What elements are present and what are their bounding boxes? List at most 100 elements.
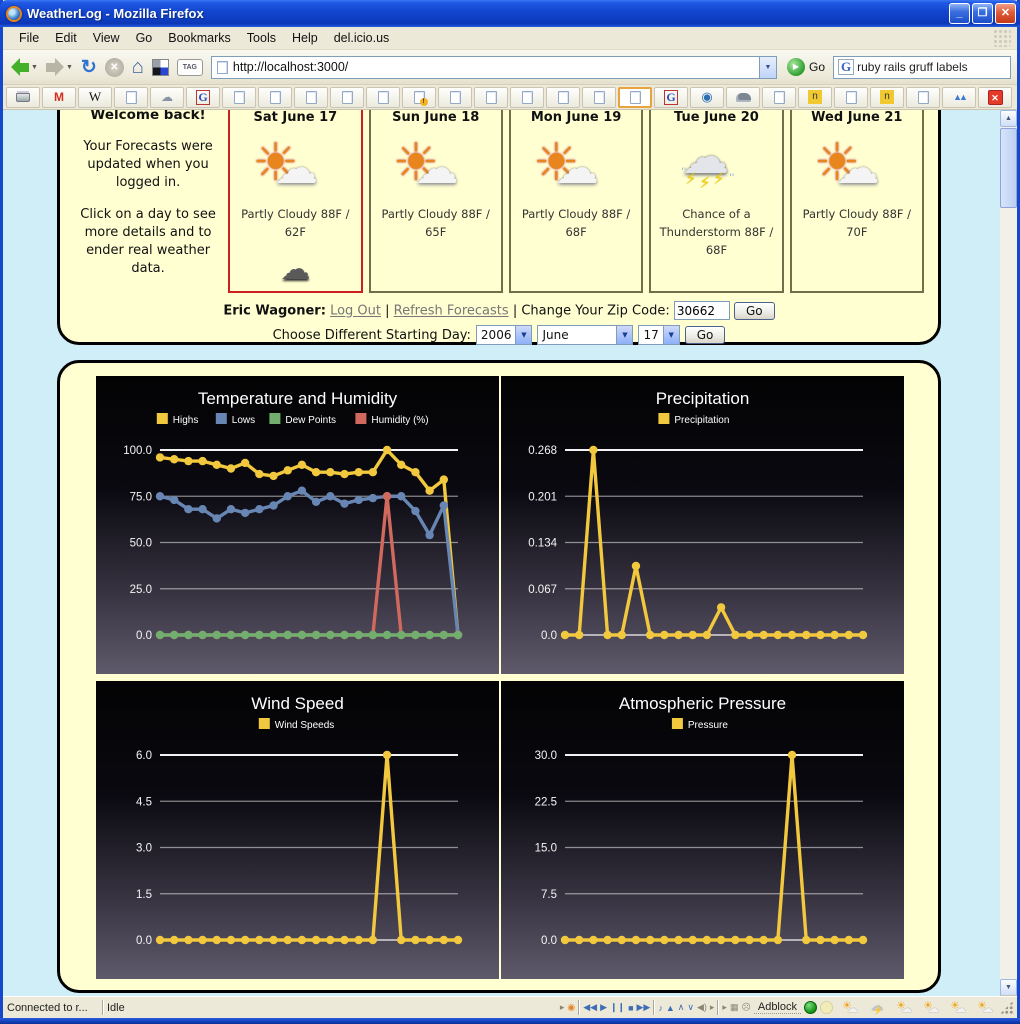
bookmark-drupal[interactable]: ◉ [690,86,724,108]
day-card-sun-june-18[interactable]: Sun June 18 ☀ ☁ Partly Cloudy 88F / 65F [368,110,503,293]
foxytunes-icon[interactable]: ◉ [567,1002,576,1012]
tag-extension-button[interactable]: TAG [175,53,205,81]
refresh-forecasts-link[interactable]: Refresh Forecasts [393,303,509,319]
mini-thunderstorm-icon[interactable]: ☁ ⚡ [871,999,883,1015]
mini-partly-cloudy-icon[interactable]: ☀ ☁ [977,1000,993,1015]
expander-arrow-icon[interactable]: ▸ [559,1002,565,1012]
bookmark-page[interactable] [906,86,940,108]
url-input[interactable] [232,60,759,74]
menu-help[interactable]: Help [291,31,318,45]
mini-partly-cloudy-icon[interactable]: ☀ ☁ [923,1000,939,1015]
pause-icon[interactable]: ❙❙ [609,1002,626,1012]
bookmark-google[interactable]: G [654,86,688,108]
year-select[interactable]: 2006 ▼ [475,325,533,345]
day-card-sat-june-17[interactable]: Sat June 17 ☀ ☁ Partly Cloudy 88F / 62F ☁ [228,110,363,293]
bookmark-printer[interactable] [6,86,40,108]
close-button[interactable]: ✕ [995,3,1016,24]
bookmark-n-badge[interactable]: n [798,86,832,108]
bookmark-page[interactable] [438,86,472,108]
maximize-button[interactable]: ❐ [972,3,993,24]
go-label[interactable]: Go [808,60,825,74]
forward-button[interactable]: ▼ [44,53,75,81]
bookmark-page[interactable] [546,86,580,108]
bookmark-wikipedia[interactable]: W [78,86,112,108]
volume-icon[interactable]: ◀) [696,1002,707,1012]
back-button[interactable]: ▼ [9,53,40,81]
forward-dropdown-icon[interactable]: ▼ [65,63,73,71]
window-grid-icon[interactable]: ▦ [729,1002,739,1012]
day-card-mon-june-19[interactable]: Mon June 19 ☀ ☁ Partly Cloudy 88F / 68F [508,110,644,293]
day-condition: Partly Cloudy 88F / 70F [802,207,912,239]
bookmark-close[interactable]: ✕ [978,86,1012,108]
bookmark-gmail[interactable]: M [42,86,76,108]
bookmark-page[interactable] [834,86,868,108]
chevron-up-icon[interactable]: ∧ [677,1002,685,1012]
url-dropdown-icon[interactable]: ▼ [758,56,776,78]
menu-view[interactable]: View [92,31,120,45]
bookmark-page[interactable] [222,86,256,108]
scrollbar-thumb[interactable] [1000,128,1017,208]
bookmark-page-selected[interactable] [618,86,652,108]
sad-face-icon[interactable]: ☹ [741,1002,751,1012]
scroll-down-icon[interactable]: ▼ [1000,979,1017,996]
bookmark-page[interactable] [366,86,400,108]
arrow-icon[interactable]: ▸ [709,1002,715,1012]
green-status-icon[interactable] [804,1001,817,1014]
menu-file[interactable]: File [19,31,40,45]
start-day-go-button[interactable]: Go [684,326,726,344]
bookmark-google[interactable]: G [186,86,220,108]
menu-go[interactable]: Go [135,31,153,45]
bookmark-hat[interactable]: ☁ [150,86,184,108]
mosaic-extension-button[interactable] [150,53,171,81]
bookmark-n-badge[interactable]: n [870,86,904,108]
menu-bookmarks[interactable]: Bookmarks [168,31,231,45]
playlist-icon[interactable]: ♪ [658,1002,663,1013]
bookmark-page[interactable] [510,86,544,108]
search-bar[interactable]: G ruby rails gruff labels [833,55,1011,79]
home-button[interactable]: ⌂ [130,53,146,81]
eject-icon[interactable]: ▲ [665,1002,675,1013]
go-button[interactable]: ▶ [786,58,805,76]
next-track-icon[interactable]: ▶▶ [636,1002,651,1012]
minimize-button[interactable]: _ [949,3,970,24]
bookmark-page-alert[interactable]: ! [402,86,436,108]
scrollbar-track[interactable] [1000,209,1017,979]
mini-partly-cloudy-icon[interactable]: ☀ ☁ [896,1000,912,1015]
moon-phase-icon[interactable] [820,1001,833,1014]
play-icon[interactable]: ▶ [600,1002,607,1012]
resize-grip[interactable] [1000,1001,1013,1014]
menu-delicious[interactable]: del.icio.us [333,31,390,45]
reload-button[interactable]: ↻ [79,53,99,81]
back-dropdown-icon[interactable]: ▼ [31,63,38,71]
bookmark-page[interactable] [762,86,796,108]
stop-playback-icon[interactable]: ■ [628,1002,634,1013]
day-card-wed-june-21[interactable]: Wed June 21 ☀ ☁ Partly Cloudy 88F / 70F [789,110,925,293]
bookmark-mountains[interactable]: ▲▲ [942,86,976,108]
zip-code-input[interactable] [673,301,730,320]
day-select[interactable]: 17 ▼ [638,325,680,345]
mini-partly-cloudy-icon[interactable]: ☀ ☁ [842,1000,858,1015]
adblock-status[interactable]: Adblock [753,1001,801,1014]
previous-track-icon[interactable]: ◀◀ [583,1002,598,1012]
bookmark-page[interactable] [258,86,292,108]
bookmark-cloud[interactable] [726,86,760,108]
bookmark-page[interactable] [114,86,148,108]
logout-link[interactable]: Log Out [330,303,381,319]
month-select[interactable]: June ▼ [537,325,634,345]
zip-label: Change Your Zip Code: [521,303,670,319]
chevron-down-icon[interactable]: ∨ [687,1002,694,1012]
menu-tools[interactable]: Tools [246,31,276,45]
bookmark-page[interactable] [474,86,508,108]
menu-edit[interactable]: Edit [55,31,77,45]
day-card-tue-june-20[interactable]: Tue June 20 ☁ ⚡ ⚡ ⚡ '' '' Chance of a Th… [649,110,784,293]
bookmark-page[interactable] [582,86,616,108]
arrow-icon[interactable]: ▸ [722,1002,727,1012]
day-condition: Partly Cloudy 88F / 65F [381,207,490,239]
scroll-up-icon[interactable]: ▲ [1000,110,1017,127]
stop-button[interactable]: ✕ [103,53,126,81]
bookmark-page[interactable] [294,86,328,108]
zip-go-button[interactable]: Go [733,301,775,320]
search-input[interactable]: ruby rails gruff labels [857,60,968,74]
bookmark-page[interactable] [330,86,364,108]
mini-partly-cloudy-icon[interactable]: ☀ ☁ [950,1000,966,1015]
